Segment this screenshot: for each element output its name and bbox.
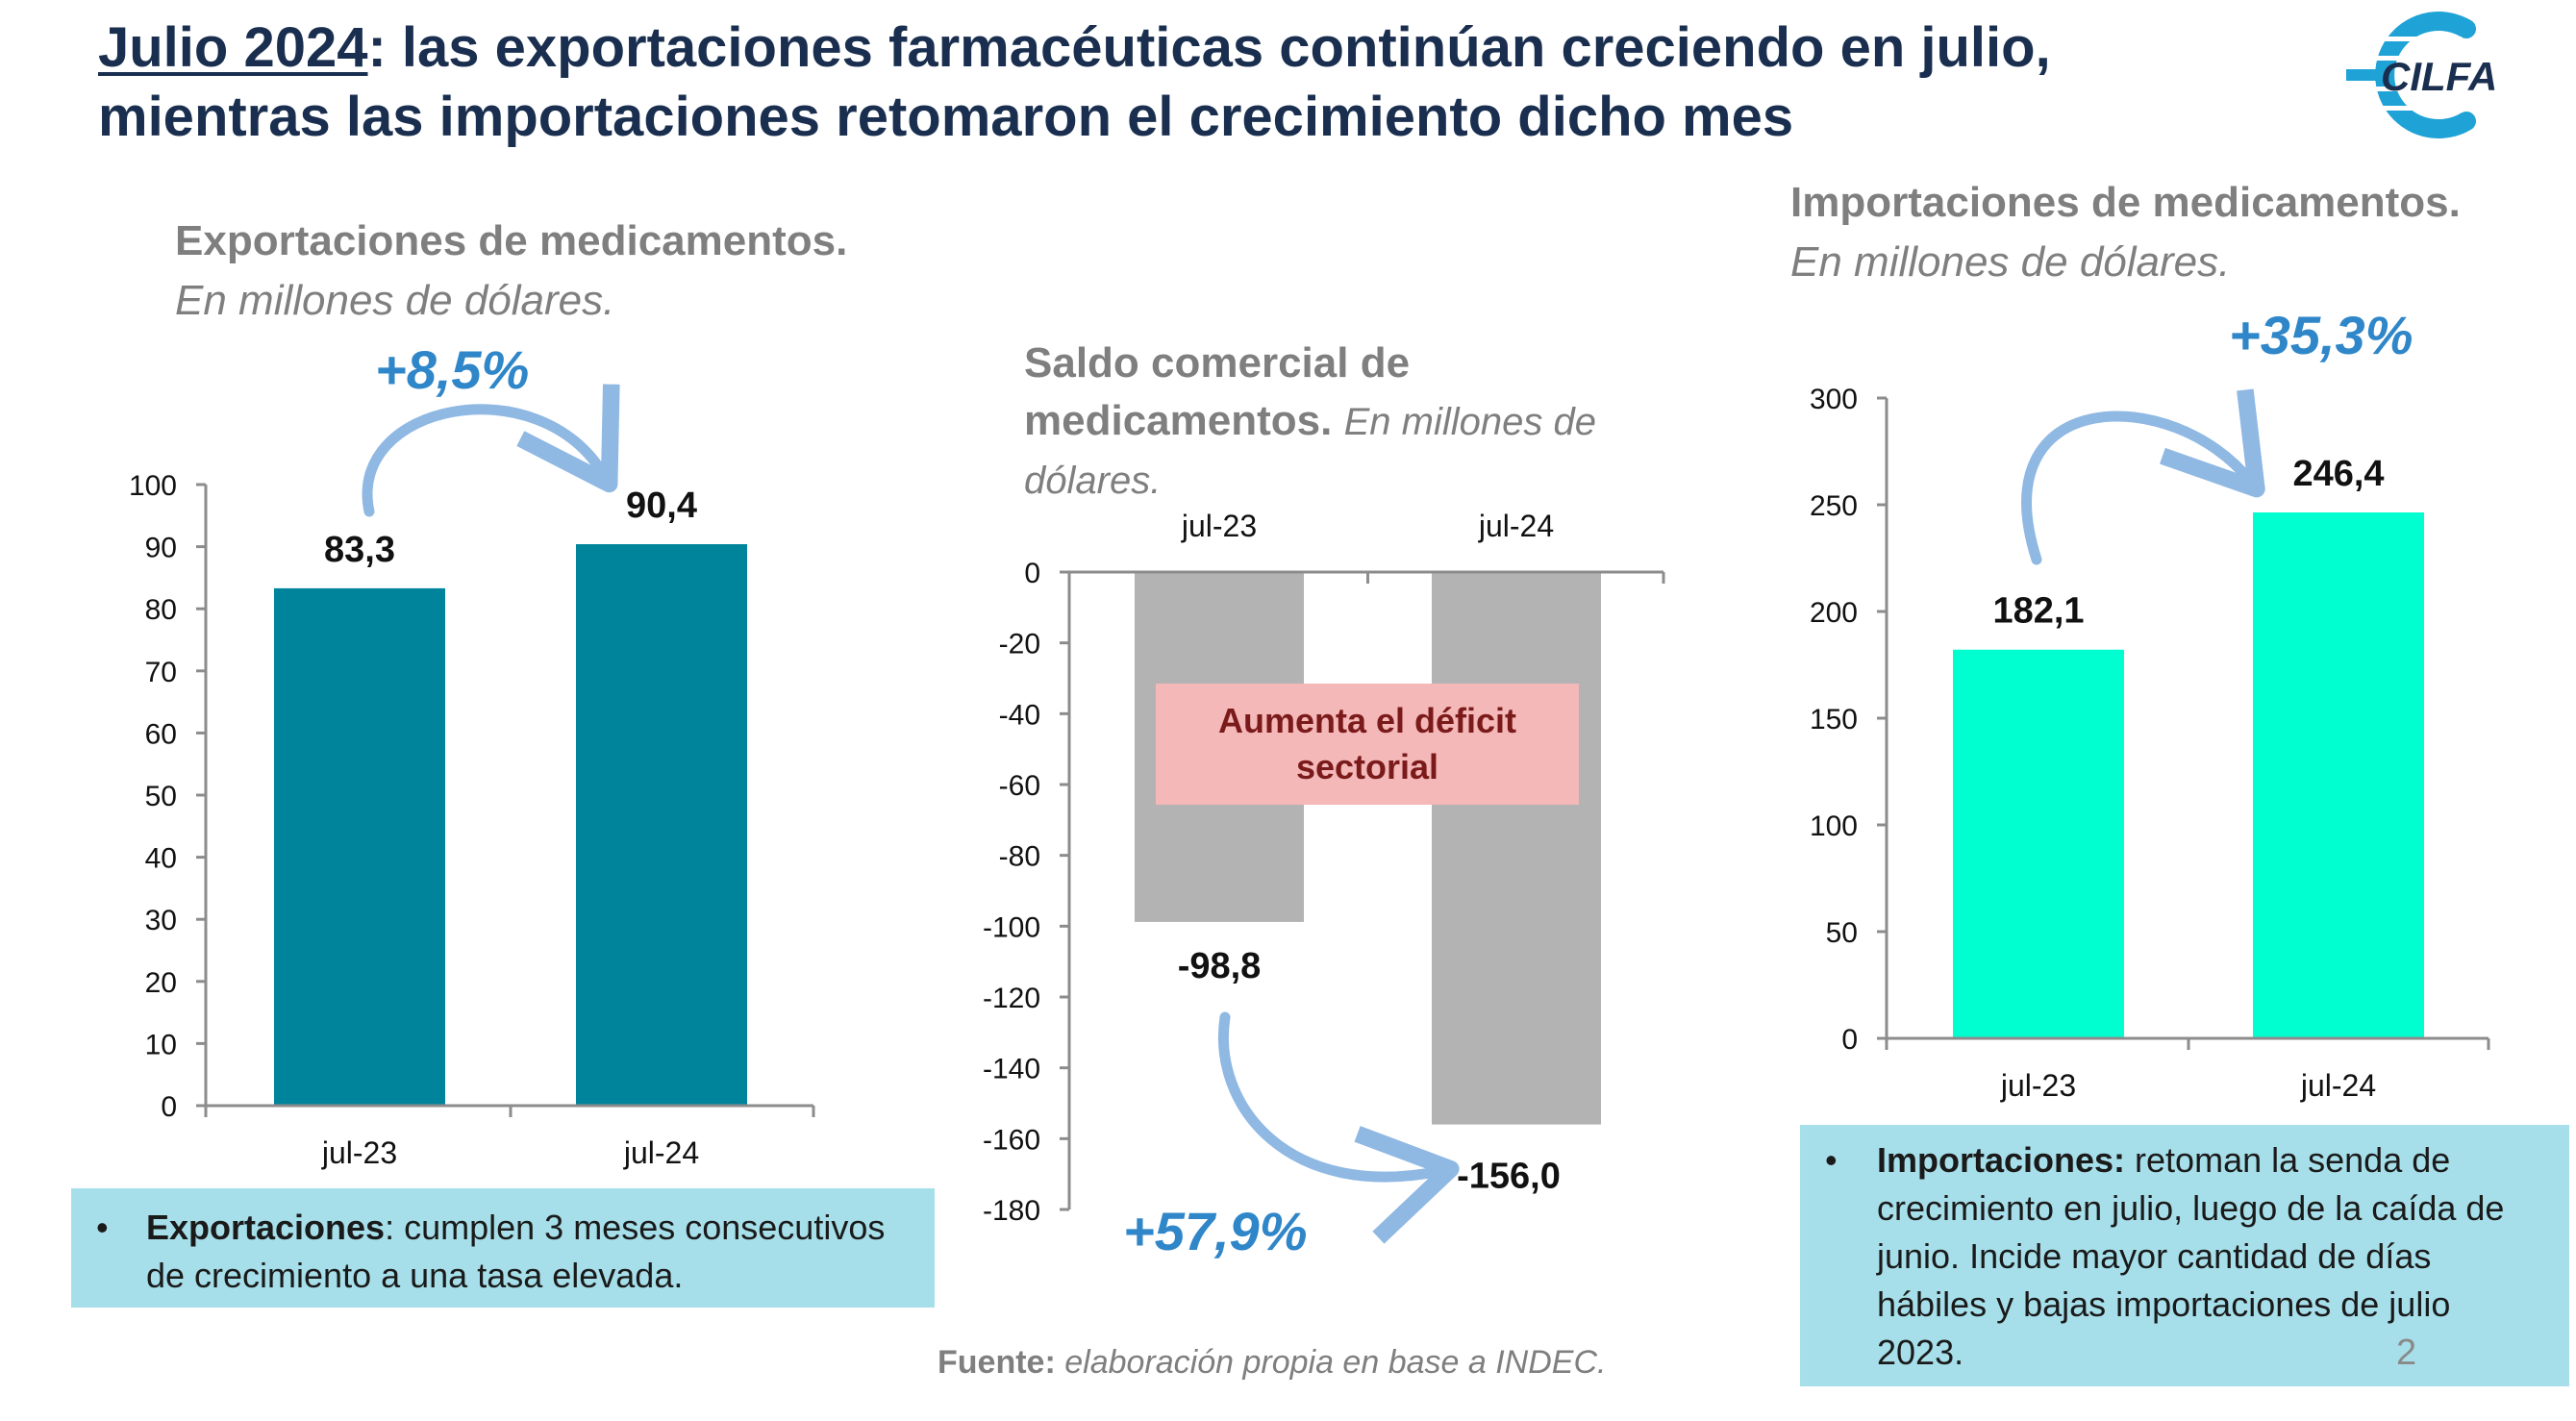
imports-y-tick-label: 100 xyxy=(1810,810,1858,842)
imports-growth-arrow xyxy=(2021,388,2265,565)
source-note: Fuente: elaboración propia en base a IND… xyxy=(938,1344,1606,1382)
exports-y-tick-label: 30 xyxy=(145,905,177,936)
balance-bar-jul-24 xyxy=(1432,572,1601,1125)
imports-value-label: 246,4 xyxy=(2292,454,2384,494)
exports-y-tick-label: 10 xyxy=(145,1029,177,1060)
exports-note-bold: Exportaciones xyxy=(146,1208,386,1247)
page-title: Julio 2024: las exportaciones farmacéuti… xyxy=(98,13,2271,152)
balance-y-tick-label: 0 xyxy=(1024,558,1040,589)
exports-y-tick-label: 60 xyxy=(145,718,177,750)
exports-y-tick-label: 70 xyxy=(145,657,177,688)
exports-value-label: 90,4 xyxy=(626,486,697,526)
balance-y-tick-label: -180 xyxy=(983,1195,1040,1227)
exports-chart: 83,3 jul-23 90,4 jul-24 0 10 20 30 40 50 60 70 80 90 1… xyxy=(129,470,815,1170)
exports-value-label: 83,3 xyxy=(324,530,395,570)
imports-y-tick-label: 250 xyxy=(1810,490,1858,522)
exports-bar-jul-23 xyxy=(274,587,445,1106)
balance-growth-label: +57,9% xyxy=(1123,1201,1308,1261)
balance-growth-arrow xyxy=(1218,1011,1460,1244)
exports-note: • Exportaciones: cumplen 3 meses consecu… xyxy=(71,1188,935,1308)
source-label: Fuente: xyxy=(938,1344,1056,1381)
page-number: 2 xyxy=(2396,1333,2417,1373)
imports-note-bold: Importaciones: xyxy=(1877,1140,2126,1180)
title-rest: : las exportaciones farmacéuticas contin… xyxy=(98,16,2051,148)
imports-y-tick-label: 300 xyxy=(1810,384,1858,415)
imports-subtitle: En millones de dólares. xyxy=(1790,238,2231,286)
imports-category-label: jul-23 xyxy=(2000,1068,2076,1103)
exports-category-label: jul-24 xyxy=(623,1135,699,1170)
imports-category-label: jul-24 xyxy=(2300,1068,2376,1103)
bullet-icon: • xyxy=(1825,1140,1838,1180)
title-year: Julio 2024 xyxy=(98,16,368,79)
deficit-annotation: Aumenta el déficit sectorial xyxy=(1156,684,1579,805)
imports-chart: 182,1 jul-23 246,4 jul-24 0 50 100 150 200 250 300 xyxy=(1810,384,2490,1103)
balance-y-tick-label: -120 xyxy=(983,983,1040,1014)
balance-y-tick-label: -100 xyxy=(983,911,1040,943)
exports-bar-jul-24 xyxy=(576,544,747,1106)
imports-value-label: 182,1 xyxy=(1992,591,2084,632)
imports-title: Importaciones de medicamentos. xyxy=(1790,179,2461,226)
balance-y-tick-label: -20 xyxy=(999,629,1040,661)
balance-category-label: jul-23 xyxy=(1181,509,1257,543)
imports-bar-jul-23 xyxy=(1953,649,2124,1038)
imports-heading: Importaciones de medicamentos. En millon… xyxy=(1790,173,2560,292)
bullet-icon: • xyxy=(96,1208,109,1247)
exports-title: Exportaciones de medicamentos. xyxy=(175,217,848,264)
balance-value-label: -98,8 xyxy=(1178,946,1262,986)
balance-value-label: -156,0 xyxy=(1457,1157,1561,1197)
cilfa-logo-icon: CILFA xyxy=(2346,12,2497,138)
imports-growth-label: +35,3% xyxy=(2229,305,2413,365)
exports-y-tick-label: 20 xyxy=(145,967,177,999)
balance-y-tick-label: -40 xyxy=(999,699,1040,731)
balance-y-tick-label: -140 xyxy=(983,1054,1040,1085)
exports-subtitle: En millones de dólares. xyxy=(175,277,615,324)
balance-chart: -98,8 jul-23 -156,0 jul-24 0 -20 -40 -60 -80 -100… xyxy=(983,509,1665,1227)
balance-y-tick-label: -60 xyxy=(999,770,1040,802)
exports-y-tick-label: 90 xyxy=(145,533,177,564)
balance-title: Saldo comercial de medicamentos. xyxy=(1024,339,1411,444)
exports-note-text: : cumplen 3 meses consecutivos de crecim… xyxy=(146,1208,886,1295)
exports-heading: Exportaciones de medicamentos. En millon… xyxy=(175,212,944,331)
imports-bar-jul-24 xyxy=(2253,511,2424,1038)
imports-y-tick-label: 50 xyxy=(1826,917,1858,949)
exports-category-label: jul-23 xyxy=(321,1135,397,1170)
logo-text: CILFA xyxy=(2381,54,2497,99)
exports-y-tick-label: 0 xyxy=(161,1091,177,1123)
exports-y-tick-label: 80 xyxy=(145,594,177,626)
exports-y-tick-label: 50 xyxy=(145,781,177,812)
balance-category-label: jul-24 xyxy=(1478,509,1554,543)
source-text: elaboración propia en base a INDEC. xyxy=(1055,1344,1607,1381)
balance-heading: Saldo comercial de medicamentos. En mill… xyxy=(1024,335,1639,510)
balance-subtitle: En millones de dólares. xyxy=(1024,401,1596,502)
imports-y-tick-label: 200 xyxy=(1810,597,1858,629)
imports-y-tick-label: 0 xyxy=(1841,1024,1858,1056)
balance-y-tick-label: -80 xyxy=(999,841,1040,873)
exports-growth-arrow xyxy=(362,384,620,517)
exports-growth-label: +8,5% xyxy=(375,339,530,400)
imports-note: • Importaciones: retoman la senda de cre… xyxy=(1800,1125,2569,1386)
imports-note-text: retoman la senda de crecimiento en julio… xyxy=(1877,1140,2505,1372)
balance-y-tick-label: -160 xyxy=(983,1124,1040,1156)
exports-y-tick-label: 40 xyxy=(145,843,177,875)
exports-y-tick-label: 100 xyxy=(129,470,177,502)
imports-y-tick-label: 150 xyxy=(1810,704,1858,735)
